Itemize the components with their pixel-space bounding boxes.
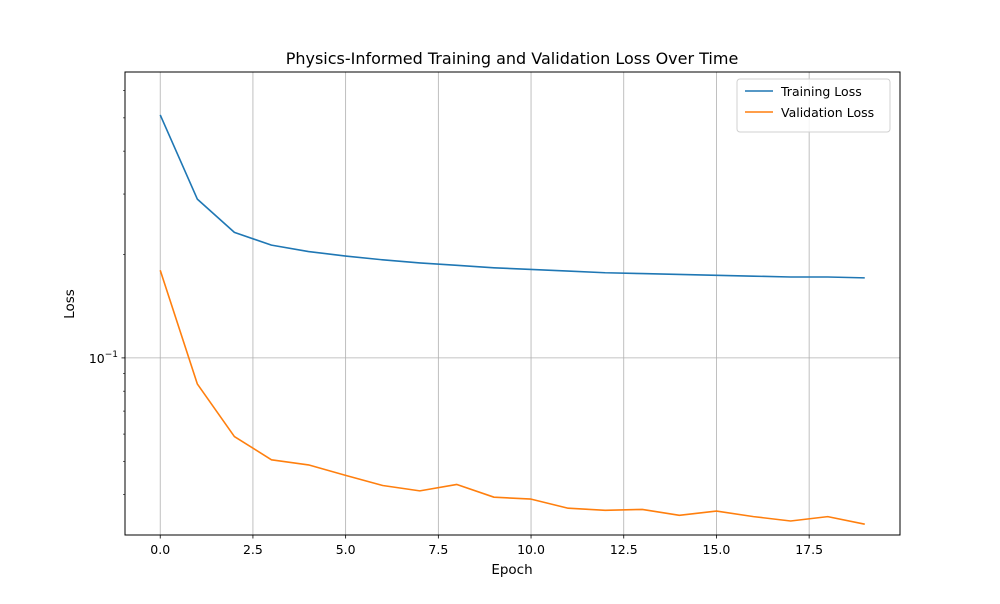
series-line-validation-loss (159, 269, 865, 525)
series-layer (159, 114, 865, 525)
x-tick-label: 5.0 (336, 542, 356, 557)
legend: Training Loss Validation Loss (736, 78, 891, 133)
y-axis-label: Loss (62, 289, 78, 319)
y-tick-label: 10−1 (89, 350, 118, 366)
x-tick-label: 7.5 (428, 542, 448, 557)
x-tick-label: 12.5 (610, 542, 638, 557)
x-tick-label: 0.0 (150, 542, 170, 557)
x-tick-label: 15.0 (703, 542, 731, 557)
x-axis-label: Epoch (491, 562, 532, 578)
axis-ticks: 0.0 2.5 5.0 7.5 10.0 12.5 15.0 17.5 10−1 (89, 90, 823, 557)
legend-label: Validation Loss (781, 105, 874, 120)
x-tick-label: 10.0 (517, 542, 545, 557)
grid-layer (125, 72, 900, 535)
legend-label: Training Loss (780, 84, 862, 99)
series-line-training-loss (159, 114, 865, 279)
plot-frame (124, 71, 901, 536)
x-tick-label: 2.5 (243, 542, 263, 557)
legend-box (736, 78, 891, 133)
chart-title: Physics-Informed Training and Validation… (286, 49, 739, 68)
x-tick-label: 17.5 (795, 542, 823, 557)
